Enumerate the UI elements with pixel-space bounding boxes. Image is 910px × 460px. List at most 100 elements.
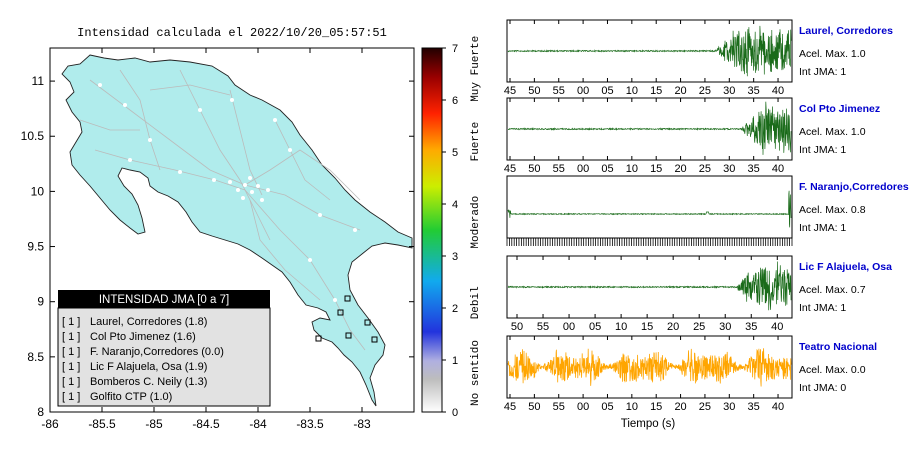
waveform-tick-label: 45 (504, 401, 516, 413)
legend-item-label: F. Naranjo,Corredores (0.0) (90, 346, 224, 358)
station-peak-acceleration: Acel. Max. 1.0 (799, 126, 866, 138)
legend-item-label: Golfito CTP (1.0) (90, 391, 172, 403)
waveform-tick-label: 10 (615, 321, 627, 333)
waveform-frame (506, 175, 793, 239)
colorbar-intensity-label: Debil (470, 286, 482, 319)
legend-item-label: Lic F Alajuela, Osa (1.9) (90, 361, 207, 373)
waveform-trace (508, 101, 792, 155)
waveform-tick-label: 35 (748, 85, 760, 97)
waveform-tick-label: 25 (699, 163, 711, 175)
station-marker[interactable] (344, 295, 351, 302)
station-markers (315, 295, 378, 343)
legend-item-level: [ 1 ] (62, 331, 80, 343)
station-name: Teatro Nacional (799, 341, 877, 353)
waveform-tick-label: 15 (641, 321, 653, 333)
waveform-tick-label: 25 (693, 321, 705, 333)
colorbar-intensity-label: Moderado (470, 196, 482, 249)
colorbar-ticks: 7 6 5 4 3 2 1 0 (442, 43, 458, 419)
waveform-tick-label: 10 (626, 401, 638, 413)
colorbar-tick-label: 5 (452, 147, 458, 159)
waveform-tick-label: 45 (504, 163, 516, 175)
waveform-tick-label: 00 (577, 85, 589, 97)
station-jma-intensity: Int JMA: 1 (799, 222, 846, 234)
costa-rica-landmass (61, 54, 413, 407)
station-name: Col Pto Jimenez (799, 103, 880, 115)
waveform-tick-label: 25 (699, 401, 711, 413)
legend-item-level: [ 1 ] (62, 391, 80, 403)
waveform-tick-label: 00 (577, 163, 589, 175)
colorbar-intensity-label: Muy Fuerte (470, 36, 482, 102)
map-x-tick-label: -85 (145, 417, 163, 431)
legend-item: [ 1 ] Laurel, Corredores (1.8) (62, 316, 207, 328)
waveform-tick-label: 50 (511, 321, 523, 333)
waveform-tick-label: 15 (650, 163, 662, 175)
legend-items: [ 1 ] Laurel, Corredores (1.8) [ 1 ] Col Pt… (62, 316, 224, 403)
waveform-tick-label: 20 (667, 321, 679, 333)
station-marker[interactable] (371, 336, 378, 343)
waveform-trace (507, 25, 792, 77)
map-x-tick-label: -84 (249, 417, 267, 431)
intensity-legend: INTENSIDAD JMA [0 a 7] [ 1 ] Laurel, Corr… (57, 290, 271, 407)
waveform-tick-label: 05 (589, 321, 601, 333)
map-title: Intensidad calculada el 2022/10/20_05:57… (77, 26, 387, 40)
waveform-tick-label: 40 (772, 401, 784, 413)
legend-item: [ 1 ] Golfito CTP (1.0) (62, 391, 172, 403)
waveform-tick-label: 40 (771, 321, 783, 333)
waveform-tick-label: 45 (504, 85, 516, 97)
waveform-trace (507, 348, 792, 387)
map-y-tick-label: 9 (37, 295, 44, 309)
legend-item-level: [ 1 ] (62, 316, 80, 328)
station-marker[interactable] (364, 319, 371, 326)
waveform-panel: 45 50 55 00 05 10 15 20 25 30 35 40 Teatro Nacional A… (504, 335, 877, 413)
legend-item-level: [ 1 ] (62, 376, 80, 388)
waveform-tick-label: 50 (528, 401, 540, 413)
waveform-tick-label: 00 (577, 401, 589, 413)
waveform-tick-label: 00 (563, 321, 575, 333)
colorbar-tick-label: 4 (452, 199, 458, 211)
waveform-tick-label: 25 (699, 85, 711, 97)
station-name: Lic F Alajuela, Osa (799, 261, 892, 273)
waveform-panel: 50 55 00 05 10 15 20 25 30 35 40 Lic F Alajuela, Os… (506, 255, 892, 333)
legend-item-level: [ 1 ] (62, 346, 80, 358)
station-jma-intensity: Int JMA: 0 (799, 382, 846, 394)
legend-item: [ 1 ] Lic F Alajuela, Osa (1.9) (62, 361, 207, 373)
map-axis-ticks: -86 -85.5 -85 -84.5 -84 -83.5 -83 11 10.5 10 9.5 9 8… (21, 48, 414, 431)
colorbar-tick-label: 7 (452, 43, 458, 55)
waveform-tick-label: 40 (772, 85, 784, 97)
waveform-tick-label: 30 (719, 321, 731, 333)
legend-item: [ 1 ] Bomberos C. Neily (1.3) (62, 376, 207, 388)
waveform-tick-label: 10 (626, 163, 638, 175)
waveform-tick-label: 20 (674, 85, 686, 97)
waveform-tick-label: 05 (601, 163, 613, 175)
station-jma-intensity: Int JMA: 1 (799, 66, 846, 78)
map-x-tick-label: -83.5 (296, 417, 324, 431)
map-x-tick-label: -83 (353, 417, 371, 431)
waveform-tick-label: 05 (601, 401, 613, 413)
map-y-tick-label: 8.5 (27, 350, 44, 364)
waveform-tick-label: 55 (537, 321, 549, 333)
waveform-tick-label: 10 (626, 85, 638, 97)
waveform-trace (507, 261, 792, 311)
waveform-xlabel: Tiempo (s) (621, 418, 676, 430)
station-peak-acceleration: Acel. Max. 0.7 (799, 284, 866, 296)
station-marker[interactable] (337, 309, 344, 316)
waveform-tick-label: 30 (723, 401, 735, 413)
town-markers (98, 83, 357, 302)
colorbar-tick-label: 3 (452, 251, 458, 263)
waveform-panel: 45 50 55 00 05 10 15 20 25 30 35 40 Col Pto Jimenez A… (504, 97, 880, 175)
map-frame (49, 47, 415, 413)
station-marker[interactable] (315, 335, 322, 342)
map-y-tick-label: 11 (32, 74, 45, 88)
waveform-panel: F. Naranjo,Corredores Acel. Max. 0.8 Int J… (506, 175, 909, 246)
station-marker[interactable] (345, 332, 352, 339)
waveform-tick-label: 55 (553, 163, 565, 175)
waveform-tick-label: 35 (748, 163, 760, 175)
colorbar-labels: Muy Fuerte Fuerte Moderado Debil No sentido (470, 36, 482, 406)
map-y-tick-label: 8 (37, 405, 44, 419)
waveform-tick-label: 35 (748, 401, 760, 413)
colorbar-tick-label: 1 (452, 355, 458, 367)
legend-item: [ 1 ] F. Naranjo,Corredores (0.0) (62, 346, 224, 358)
waveform-tick-label: 20 (674, 401, 686, 413)
legend-item-label: Bomberos C. Neily (1.3) (90, 376, 207, 388)
station-peak-acceleration: Acel. Max. 0.8 (799, 204, 866, 216)
